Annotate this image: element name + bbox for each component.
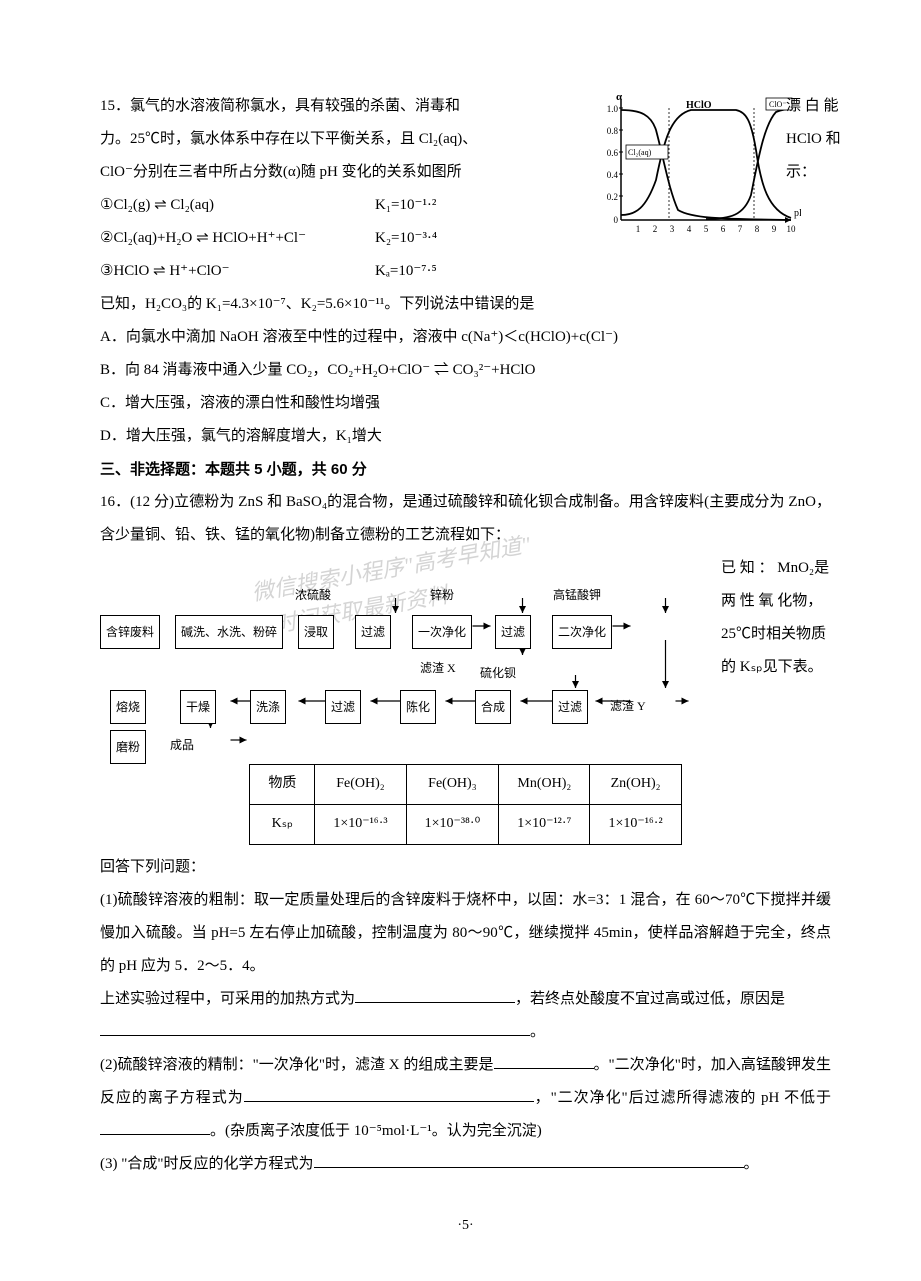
svg-text:0.2: 0.2 (607, 192, 618, 202)
fb-filter3: 过滤 (552, 690, 588, 724)
eq-2: ②Cl₂(aq)+H₂O ⇌ HClO+H⁺+Cl⁻ K₂=10⁻³·⁴ (100, 222, 586, 255)
eq2-right: K₂=10⁻³·⁴ (375, 222, 437, 255)
tr-2: 1×10⁻³⁸·⁰ (406, 804, 499, 844)
svg-text:1: 1 (636, 224, 641, 234)
svg-text:0.4: 0.4 (607, 170, 619, 180)
fb-washout: 洗涤 (250, 690, 286, 724)
fb-raw: 含锌废料 (100, 615, 160, 649)
p1b-pre: 上述实验过程中，可采用的加热方式为 (100, 991, 355, 1007)
blank-reason[interactable] (100, 1019, 530, 1036)
page-number: ·5· (100, 1211, 831, 1242)
fb-synth: 合成 (475, 690, 511, 724)
tr-1: 1×10⁻¹⁶·³ (315, 804, 406, 844)
p2-tail: 。(杂质离子浓度低于 10⁻⁵mol·L⁻¹。认为完全沉淀) (210, 1123, 542, 1139)
tr-4: 1×10⁻¹⁶·² (590, 804, 681, 844)
fb-filter1: 过滤 (355, 615, 391, 649)
flow-chart: 含锌废料 碱洗、水洗、粉碎 浸取 过滤 一次净化 过滤 二次净化 过滤 合成 陈… (100, 560, 831, 750)
th-4: Zn(OH)₂ (590, 765, 681, 805)
tr-3: 1×10⁻¹²·⁷ (499, 804, 590, 844)
fb-purify1: 一次净化 (412, 615, 472, 649)
fb-wash: 碱洗、水洗、粉碎 (175, 615, 283, 649)
blank-ph[interactable] (100, 1118, 210, 1135)
q16-answer-head: 回答下列问题： (100, 851, 831, 884)
chart-float: α 1.0 0.8 0.6 0.4 0.2 0 1 2 3 4 5 6 7 8 9 10 (596, 90, 831, 245)
svg-text:5: 5 (704, 224, 709, 234)
fb-grind: 磨粉 (110, 730, 146, 764)
q16-intro: 16．(12 分)立德粉为 ZnS 和 BaSO₄的混合物，是通过硫酸锌和硫化钡… (100, 486, 831, 552)
blank-chem-eq[interactable] (314, 1151, 744, 1168)
svg-text:HClO: HClO (686, 100, 712, 111)
eq2-left: ②Cl₂(aq)+H₂O ⇌ HClO+H⁺+Cl⁻ (100, 222, 375, 255)
svg-text:0.6: 0.6 (607, 148, 619, 158)
svg-text:α: α (616, 91, 623, 103)
th-0: 物质 (250, 765, 315, 805)
fb-filter4: 过滤 (325, 690, 361, 724)
q15-t1: 氯气的水溶液简称氯水，具有较强的杀菌、消毒和 (130, 98, 460, 114)
ksp-table: 物质 Fe(OH)₂ Fe(OH)₃ Mn(OH)₂ Zn(OH)₂ Kₛₚ 1… (249, 764, 681, 845)
svg-text:pH: pH (794, 208, 801, 219)
fl-kmno4: 高锰酸钾 (553, 582, 601, 608)
fl-residueX: 滤渣 X (420, 655, 456, 681)
fl-residueY: 滤渣 Y (610, 693, 646, 719)
page: α 1.0 0.8 0.6 0.4 0.2 0 1 2 3 4 5 6 7 8 9 10 (0, 0, 921, 1281)
svg-text:9: 9 (772, 224, 777, 234)
svg-text:0: 0 (614, 215, 619, 225)
p3-pre: (3) "合成"时反应的化学方程式为 (100, 1156, 314, 1172)
alpha-ph-chart: α 1.0 0.8 0.6 0.4 0.2 0 1 2 3 4 5 6 7 8 9 10 (596, 90, 801, 245)
q15-optB: B．向 84 消毒液中通入少量 CO₂，CO₂+H₂O+ClO⁻ ⇌ CO₃²⁻… (100, 354, 831, 387)
svg-text:2: 2 (653, 224, 658, 234)
q15-optC: C．增大压强，溶液的漂白性和酸性均增强 (100, 387, 831, 420)
eq3-left: ③HClO ⇌ H⁺+ClO⁻ (100, 255, 375, 288)
blank-ion-eq[interactable] (244, 1085, 534, 1102)
fl-zn: 锌粉 (430, 582, 454, 608)
fl-bas: 硫化钡 (480, 660, 516, 686)
q16-p1b-line2: 。 (100, 1016, 831, 1049)
th-3: Mn(OH)₂ (499, 765, 590, 805)
q16-p1: (1)硫酸锌溶液的粗制：取一定质量处理后的含锌废料于烧杯中，以固：水=3：1 混… (100, 884, 831, 983)
svg-text:10: 10 (787, 224, 797, 234)
eq-1: ①Cl₂(g) ⇌ Cl₂(aq) K₁=10⁻¹·² (100, 189, 586, 222)
svg-text:ClO⁻: ClO⁻ (769, 100, 787, 109)
eq1-right: K₁=10⁻¹·² (375, 189, 436, 222)
side-3: 示： (786, 156, 841, 189)
q16-p1b: 上述实验过程中，可采用的加热方式为 ，若终点处酸度不宜过高或过低，原因是 (100, 983, 831, 1016)
eq3-right: Kₐ=10⁻⁷·⁵ (375, 255, 437, 288)
q15-known: 已知，H₂CO₃的 K₁=4.3×10⁻⁷、K₂=5.6×10⁻¹¹。下列说法中… (100, 288, 831, 321)
fb-purify2: 二次净化 (552, 615, 612, 649)
side-text: 漂 白 能 HClO 和 示： (786, 90, 841, 189)
fb-leach: 浸取 (298, 615, 334, 649)
p2-end: ，"二次净化"后过滤所得滤液的 pH 不低于 (534, 1090, 831, 1106)
fb-age: 陈化 (400, 690, 436, 724)
p2-pre: (2)硫酸锌溶液的精制："一次净化"时，滤渣 X 的组成主要是 (100, 1057, 494, 1073)
q16-p2: (2)硫酸锌溶液的精制："一次净化"时，滤渣 X 的组成主要是。"二次净化"时，… (100, 1049, 831, 1148)
svg-text:4: 4 (687, 224, 692, 234)
q15-num: 15． (100, 98, 130, 114)
svg-text:8: 8 (755, 224, 760, 234)
svg-text:1.0: 1.0 (607, 104, 619, 114)
blank-residueX[interactable] (494, 1052, 594, 1069)
fb-dry: 干燥 (180, 690, 216, 724)
svg-text:Cl₂(aq): Cl₂(aq) (628, 148, 652, 157)
th-2: Fe(OH)₃ (406, 765, 499, 805)
q15-optD: D．增大压强，氯气的溶解度增大，K₁增大 (100, 420, 831, 453)
fb-filter2: 过滤 (495, 615, 531, 649)
fl-product: 成品 (170, 732, 194, 758)
side-1: 漂 白 能 (786, 90, 841, 123)
p1b-mid: ，若终点处酸度不宜过高或过低，原因是 (515, 991, 785, 1007)
svg-text:3: 3 (670, 224, 675, 234)
th-1: Fe(OH)₂ (315, 765, 406, 805)
fl-h2so4: 浓硫酸 (295, 582, 331, 608)
svg-text:7: 7 (738, 224, 743, 234)
tr-0: Kₛₚ (250, 804, 315, 844)
eq-3: ③HClO ⇌ H⁺+ClO⁻ Kₐ=10⁻⁷·⁵ (100, 255, 831, 288)
eq1-left: ①Cl₂(g) ⇌ Cl₂(aq) (100, 189, 375, 222)
fb-roast: 熔烧 (110, 690, 146, 724)
blank-heat[interactable] (355, 986, 515, 1003)
svg-text:0.8: 0.8 (607, 126, 619, 136)
q15-optA: A．向氯水中滴加 NaOH 溶液至中性的过程中，溶液中 c(Na⁺)＜c(HCl… (100, 321, 831, 354)
section-3-title: 三、非选择题：本题共 5 小题，共 60 分 (100, 453, 831, 486)
side-2: HClO 和 (786, 123, 841, 156)
q16-p3: (3) "合成"时反应的化学方程式为。 (100, 1148, 831, 1181)
svg-text:6: 6 (721, 224, 726, 234)
